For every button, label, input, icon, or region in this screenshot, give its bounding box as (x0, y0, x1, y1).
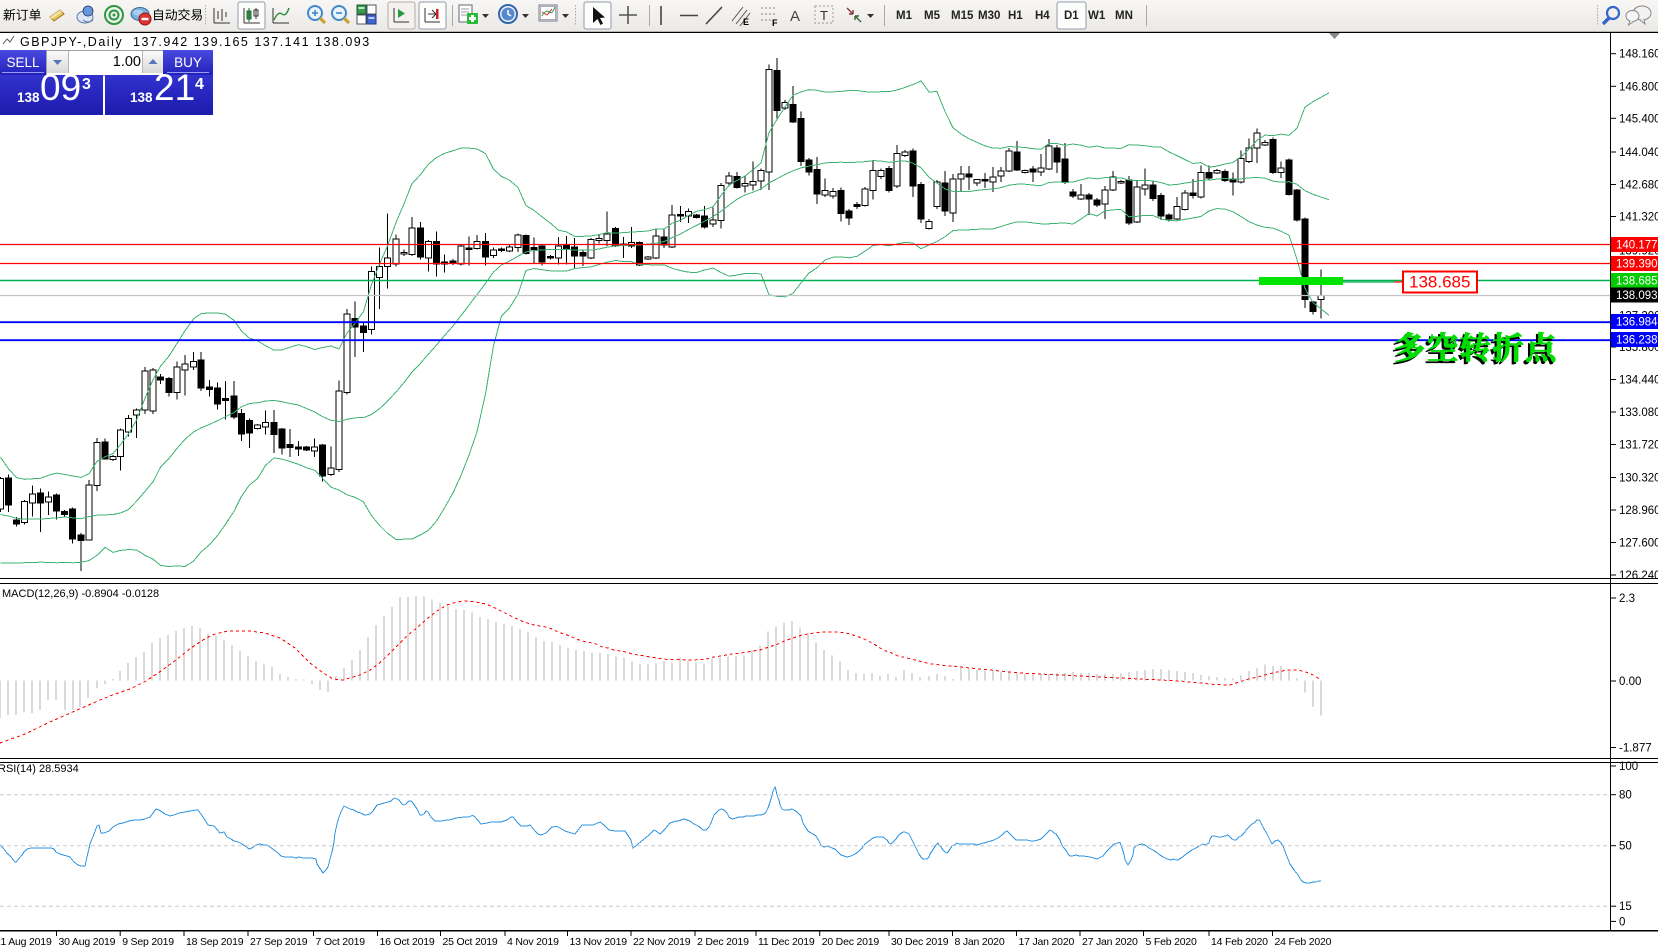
svg-text:133.080: 133.080 (1619, 407, 1658, 419)
svg-text:7 Oct 2019: 7 Oct 2019 (316, 936, 366, 948)
svg-text:T: T (820, 8, 828, 23)
svg-text:F: F (772, 18, 778, 28)
svg-text:134.440: 134.440 (1619, 375, 1658, 387)
svg-text:21 Aug 2019: 21 Aug 2019 (0, 936, 52, 948)
svg-text:138.093: 138.093 (1616, 290, 1658, 302)
svg-text:M5: M5 (924, 10, 941, 22)
svg-text:E: E (743, 17, 749, 27)
svg-text:M1: M1 (896, 10, 913, 22)
svg-text:128.960: 128.960 (1619, 505, 1658, 517)
svg-text:139.390: 139.390 (1616, 259, 1658, 271)
svg-text:27 Jan 2020: 27 Jan 2020 (1082, 936, 1138, 948)
svg-text:130.320: 130.320 (1619, 473, 1658, 485)
svg-text:H1: H1 (1008, 10, 1023, 22)
svg-text:80: 80 (1619, 790, 1632, 802)
svg-text:136.238: 136.238 (1616, 335, 1658, 347)
svg-text:5 Feb 2020: 5 Feb 2020 (1146, 936, 1197, 948)
svg-text:M15: M15 (951, 10, 974, 22)
svg-text:50: 50 (1619, 841, 1632, 853)
svg-text:13 Nov 2019: 13 Nov 2019 (570, 936, 628, 948)
svg-text:30 Aug 2019: 30 Aug 2019 (59, 936, 116, 948)
svg-text:D1: D1 (1064, 10, 1079, 22)
svg-text:17 Jan 2020: 17 Jan 2020 (1019, 936, 1075, 948)
svg-text:136.984: 136.984 (1616, 317, 1658, 329)
svg-text:0: 0 (1619, 916, 1625, 928)
svg-text:140.177: 140.177 (1616, 240, 1658, 252)
svg-text:A: A (790, 8, 800, 25)
svg-text:W1: W1 (1088, 10, 1106, 22)
svg-text:9 Sep 2019: 9 Sep 2019 (122, 936, 174, 948)
svg-text:20 Dec 2019: 20 Dec 2019 (822, 936, 880, 948)
svg-text:24 Feb 2020: 24 Feb 2020 (1275, 936, 1332, 948)
svg-text:141.320: 141.320 (1619, 212, 1658, 224)
svg-text:2 Dec 2019: 2 Dec 2019 (697, 936, 749, 948)
svg-text:145.400: 145.400 (1619, 113, 1658, 125)
svg-text:25 Oct 2019: 25 Oct 2019 (443, 936, 498, 948)
svg-text:8 Jan 2020: 8 Jan 2020 (955, 936, 1005, 948)
svg-text:14 Feb 2020: 14 Feb 2020 (1211, 936, 1268, 948)
svg-text:144.040: 144.040 (1619, 147, 1658, 159)
svg-text:11 Dec 2019: 11 Dec 2019 (758, 936, 815, 948)
svg-text:2.3: 2.3 (1619, 593, 1635, 605)
svg-text:16 Oct 2019: 16 Oct 2019 (380, 936, 435, 948)
svg-text:146.800: 146.800 (1619, 81, 1658, 93)
svg-text:0.00: 0.00 (1619, 676, 1641, 688)
svg-text:127.600: 127.600 (1619, 538, 1658, 550)
svg-text:27 Sep 2019: 27 Sep 2019 (250, 936, 308, 948)
svg-text:22 Nov 2019: 22 Nov 2019 (633, 936, 691, 948)
svg-text:138.685: 138.685 (1409, 273, 1470, 292)
svg-text:4 Nov 2019: 4 Nov 2019 (507, 936, 559, 948)
svg-text:100: 100 (1619, 761, 1638, 773)
svg-text:15: 15 (1619, 901, 1632, 913)
svg-text:M30: M30 (978, 10, 1000, 22)
svg-text:-1.877: -1.877 (1619, 743, 1652, 755)
svg-text:142.680: 142.680 (1619, 180, 1658, 192)
svg-text:30 Dec 2019: 30 Dec 2019 (891, 936, 949, 948)
svg-text:18 Sep 2019: 18 Sep 2019 (186, 936, 244, 948)
svg-text:MN: MN (1115, 10, 1133, 22)
svg-text:131.720: 131.720 (1619, 440, 1658, 452)
svg-text:138.685: 138.685 (1616, 276, 1658, 288)
svg-text:H4: H4 (1035, 10, 1050, 22)
svg-text:148.160: 148.160 (1619, 49, 1658, 61)
svg-text:126.240: 126.240 (1619, 570, 1658, 582)
svg-text:RSI(14) 28.5934: RSI(14) 28.5934 (0, 763, 79, 775)
svg-text:MACD(12,26,9) -0.8904 -0.0128: MACD(12,26,9) -0.8904 -0.0128 (2, 588, 159, 600)
svg-text:GBPJPY-,Daily 137.942 139.165: GBPJPY-,Daily 137.942 139.165 137.141 13… (20, 35, 371, 49)
